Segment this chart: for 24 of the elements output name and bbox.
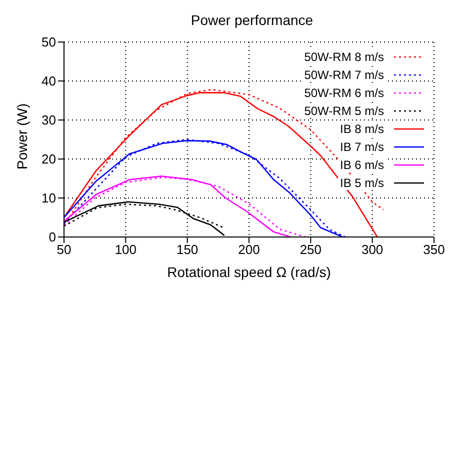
legend-label: 50W-RM 7 m/s	[302, 68, 386, 82]
y-tick-label: 40	[42, 74, 56, 89]
legend-label: 50W-RM 8 m/s	[302, 50, 386, 64]
legend-label: IB 7 m/s	[338, 140, 386, 154]
legend-label: IB 5 m/s	[338, 176, 386, 190]
y-axis-title: Power (W)	[14, 103, 30, 170]
legend-label: IB 6 m/s	[338, 158, 386, 172]
legend-label: IB 8 m/s	[338, 122, 386, 136]
y-tick-label: 10	[42, 190, 56, 206]
y-tick-label: 0	[48, 230, 56, 245]
y-tick-label: 20	[42, 152, 56, 167]
y-tick-label: 50	[42, 34, 56, 50]
y-tick-label: 30	[42, 112, 56, 128]
x-tick-label: 300	[361, 242, 384, 258]
x-tick-label: 350	[423, 242, 445, 258]
x-axis-title: Rotational speed Ω (rad/s)	[167, 264, 331, 280]
x-tick-label: 50	[56, 242, 72, 258]
chart-title: Power performance	[190, 12, 314, 28]
x-tick-label: 100	[114, 242, 137, 258]
legend-label: 50W-RM 5 m/s	[302, 104, 386, 118]
x-tick-label: 250	[300, 242, 322, 258]
x-tick-label: 200	[238, 242, 260, 258]
legend-label: 50W-RM 6 m/s	[302, 86, 386, 100]
x-tick-label: 150	[176, 242, 198, 258]
